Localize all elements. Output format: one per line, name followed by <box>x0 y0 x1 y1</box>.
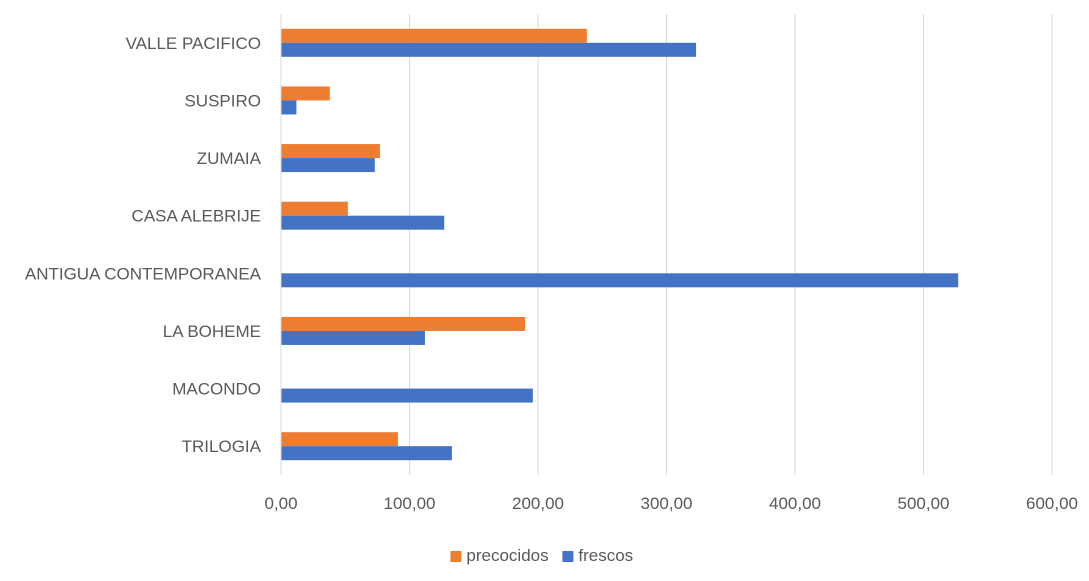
x-tick-label: 0,00 <box>264 494 297 513</box>
bar-frescos <box>281 42 697 57</box>
category-label: MACONDO <box>172 380 261 399</box>
legend-swatch-precocidos <box>450 551 462 562</box>
x-tick-label: 200,00 <box>512 494 564 513</box>
x-tick-label: 400,00 <box>769 494 821 513</box>
x-tick-labels: 0,00 100,00 200,00 300,00 400,00 500,00 600,00 <box>264 494 1078 513</box>
bar-frescos <box>281 158 375 173</box>
bar-precocidos <box>281 432 398 447</box>
legend-label-precocidos: precocidos <box>466 546 548 565</box>
category-label: CASA ALEBRIJE <box>132 207 261 226</box>
bar-frescos <box>281 330 425 345</box>
category-label: TRILOGIA <box>182 437 262 456</box>
bar-frescos <box>281 388 533 403</box>
legend-label-frescos: frescos <box>578 546 633 565</box>
bar-frescos <box>281 215 445 230</box>
category-label: ANTIGUA CONTEMPORANEA <box>25 264 262 283</box>
x-tick-label: 300,00 <box>641 494 693 513</box>
bar-precocidos <box>281 144 380 159</box>
bar-frescos <box>281 100 297 115</box>
bars <box>281 28 959 461</box>
legend: precocidos frescos <box>450 546 633 565</box>
category-label: SUSPIRO <box>184 91 261 110</box>
bar-precocidos <box>281 86 330 101</box>
bar-precocidos <box>281 201 348 216</box>
gridlines <box>409 14 1053 475</box>
category-label: ZUMAIA <box>197 149 262 168</box>
x-tick-label: 100,00 <box>384 494 436 513</box>
category-label: LA BOHEME <box>163 322 261 341</box>
bar-frescos <box>281 446 452 461</box>
category-labels: VALLE PACIFICO SUSPIRO ZUMAIA CASA ALEBRIJE… <box>25 34 262 456</box>
legend-swatch-frescos <box>562 551 574 562</box>
bar-precocidos <box>281 316 526 331</box>
x-tick-label: 500,00 <box>898 494 950 513</box>
category-label: VALLE PACIFICO <box>126 34 261 53</box>
bar-precocidos <box>281 28 587 43</box>
bar-frescos <box>281 273 959 288</box>
x-tick-label: 600,00 <box>1026 494 1078 513</box>
